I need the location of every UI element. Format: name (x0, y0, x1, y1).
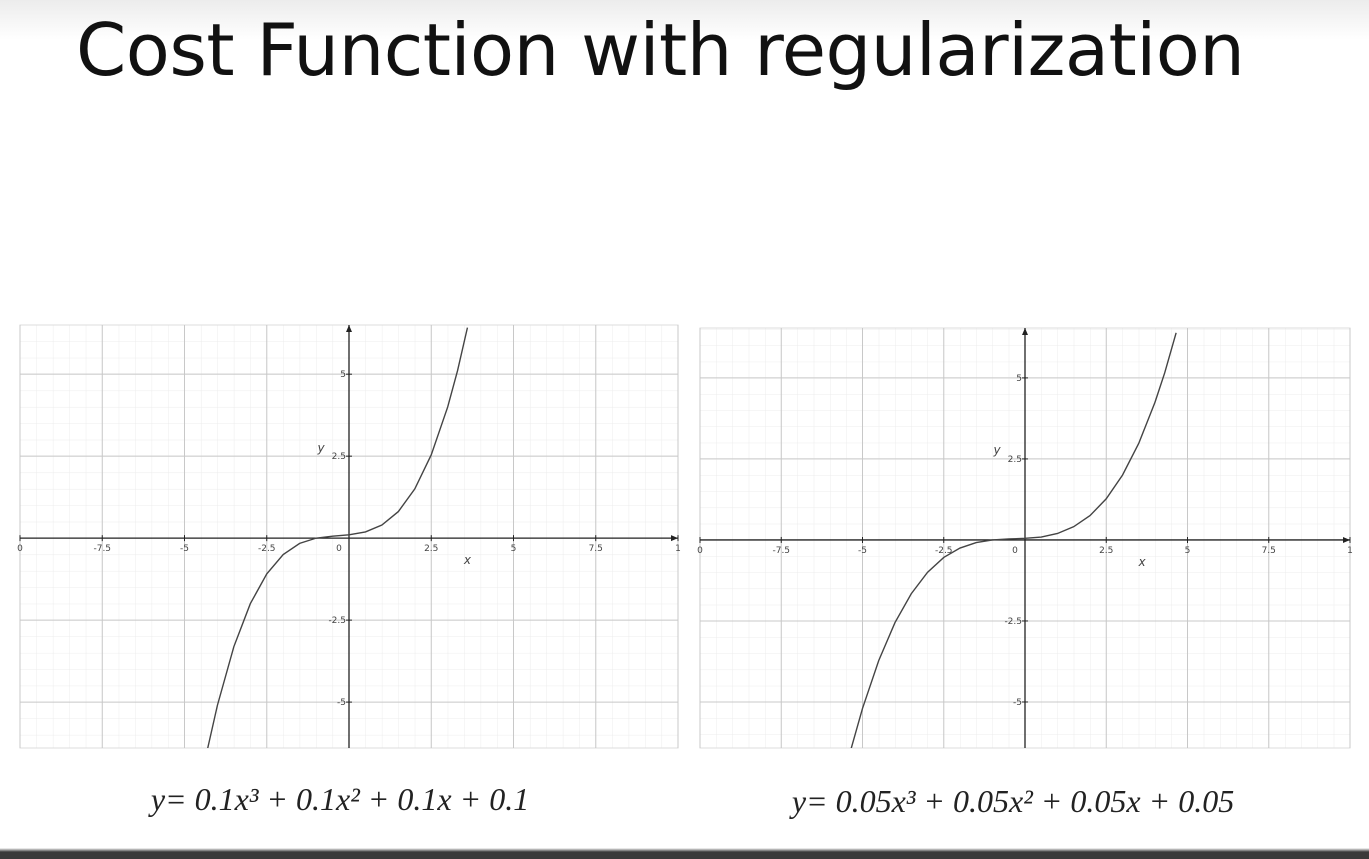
x-tick-label: -5 (858, 546, 867, 556)
equation: y= 0.1x³ + 0.1x² + 0.1x + 0.1 (148, 781, 529, 817)
x-tick-label: 2.5 (424, 544, 438, 554)
slide-title: Cost Function with regularization (76, 8, 1245, 92)
arrow (346, 325, 352, 332)
y-tick-label: -5 (337, 698, 346, 708)
x-tick-label: 0 (1012, 546, 1018, 556)
x-tick-label: 1 (675, 544, 681, 554)
x-axis-label: x (1137, 555, 1146, 569)
equation: y= 0.05x³ + 0.05x² + 0.05x + 0.05 (789, 783, 1234, 819)
x-axis-label: x (463, 553, 472, 567)
x-tick-label: 5 (511, 544, 517, 554)
x-tick-label: 7.5 (1262, 546, 1276, 556)
y-tick-label: 5 (340, 370, 346, 380)
y-tick-label: 2.5 (1008, 455, 1022, 465)
curve (207, 327, 469, 748)
x-tick-label: -7.5 (772, 546, 790, 556)
x-tick-label: -7.5 (93, 544, 111, 554)
y-tick-label: -2.5 (328, 616, 346, 626)
plot: 0 -7.5 -5 -2.5 0 2.5 5 7.5 1 -5 -2.5 2.5 5 x y y= 0.05x… (697, 327, 1353, 819)
curve (850, 332, 1177, 748)
x-tick-label: 2.5 (1099, 546, 1113, 556)
x-tick-label: -2.5 (935, 546, 953, 556)
y-axis-label: y (992, 443, 1001, 457)
arrow (671, 535, 678, 542)
y-tick-label: -2.5 (1004, 617, 1022, 627)
y-tick-label: 2.5 (332, 452, 346, 462)
x-tick-label: 1 (1347, 546, 1353, 556)
x-tick-label: 0 (17, 544, 23, 554)
y-tick-label: -5 (1013, 698, 1022, 708)
x-tick-label: 0 (336, 544, 342, 554)
y-tick-label: 5 (1016, 374, 1022, 384)
x-tick-label: -2.5 (258, 544, 276, 554)
arrow (1343, 536, 1350, 543)
x-tick-label: 0 (697, 546, 703, 556)
arrow (1022, 328, 1028, 335)
x-tick-label: 7.5 (589, 544, 603, 554)
x-tick-label: -5 (180, 544, 189, 554)
y-axis-label: y (316, 441, 325, 455)
plot: 0 -7.5 -5 -2.5 0 2.5 5 7.5 1 -5 -2.5 2.5 5 x y y= 0.1x³… (17, 324, 681, 817)
x-tick-label: 5 (1185, 546, 1191, 556)
